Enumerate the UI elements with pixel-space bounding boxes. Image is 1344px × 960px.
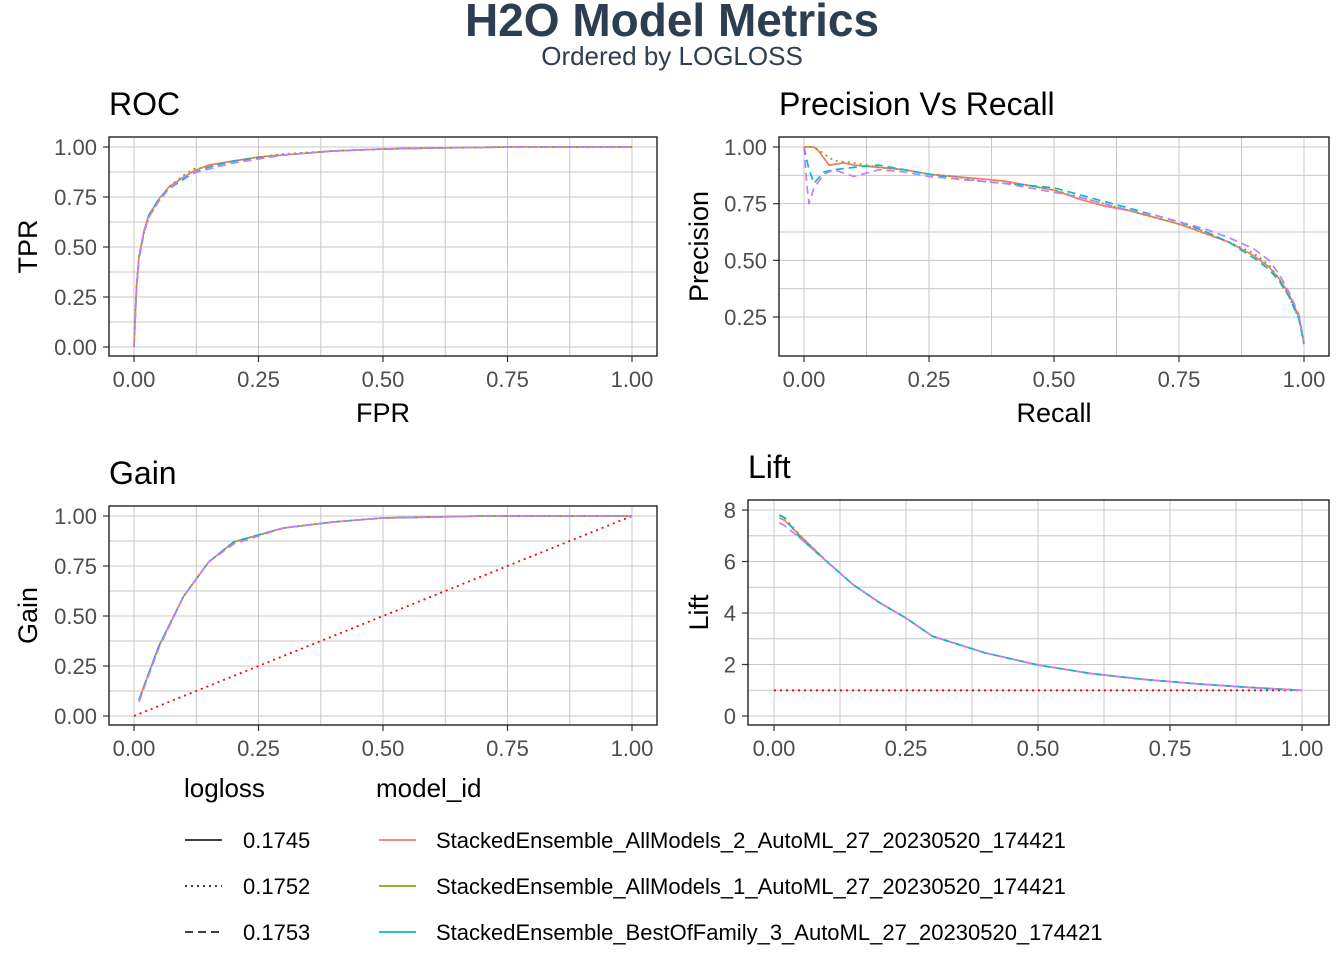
series-group-gain xyxy=(133,515,633,717)
y-tick-label: 0.00 xyxy=(54,335,97,360)
y-tick-label: 0.75 xyxy=(724,192,767,217)
y-tick-label: 2 xyxy=(724,653,736,678)
panel-frame xyxy=(108,136,658,357)
series-group-roc xyxy=(133,146,632,348)
y-tick-label: 1.00 xyxy=(724,135,767,160)
y-axis-label-roc: TPR xyxy=(13,220,43,274)
x-tick-label: 0.25 xyxy=(885,736,928,761)
grid-pr xyxy=(779,137,1329,356)
y-tick-label: 0 xyxy=(724,704,736,729)
series-group-lift xyxy=(774,514,1303,692)
series-line-pr-2 xyxy=(803,146,1305,345)
series-line-roc-3 xyxy=(133,146,632,348)
panel-title-pr: Precision Vs Recall xyxy=(779,86,1055,122)
x-tick-label: 0.00 xyxy=(113,367,156,392)
series-line-gain-2 xyxy=(138,515,632,701)
panel-gain: Gain 0.00 0.25 0.50 0.75 1.00 0.00 0.25 0.50 0.75… xyxy=(13,455,658,761)
chart-panels: ROC 0.00 0.25 0.50 0.75 1.00 0.00 0.25 0.50 0.75 1… xyxy=(13,86,1330,761)
series-line-gain-1 xyxy=(138,515,632,701)
series-line-lift-1 xyxy=(778,514,1303,692)
x-axis-label-pr: Recall xyxy=(1016,398,1091,428)
x-tick-label: 0.00 xyxy=(783,367,826,392)
legend-label-model: StackedEnsemble_AllModels_2_AutoML_27_20… xyxy=(436,828,1066,853)
legend-title-model-id: model_id xyxy=(376,773,482,803)
legend-title-logloss: logloss xyxy=(184,773,265,803)
x-tick-label: 1.00 xyxy=(1283,367,1326,392)
y-tick-label: 0.75 xyxy=(54,554,97,579)
panel-frame xyxy=(108,505,658,726)
y-axis-label-pr: Precision xyxy=(684,191,714,302)
x-tick-label: 0.25 xyxy=(237,736,280,761)
y-axis-label-gain: Gain xyxy=(13,587,43,644)
y-tick-label: 1.00 xyxy=(54,504,97,529)
legend-label-logloss: 0.1745 xyxy=(243,828,310,853)
series-line-pr-3 xyxy=(803,146,1305,343)
legend-label-logloss: 0.1753 xyxy=(243,920,310,945)
x-tick-label: 0.00 xyxy=(753,736,796,761)
y-tick-label: 6 xyxy=(724,550,736,575)
grid-gain xyxy=(109,506,657,725)
y-tick-label: 1.00 xyxy=(54,135,97,160)
grid-lift xyxy=(748,500,1329,725)
x-tick-label: 1.00 xyxy=(1281,736,1324,761)
legend-label-model: StackedEnsemble_AllModels_1_AutoML_27_20… xyxy=(436,874,1066,899)
y-tick-label: 0.50 xyxy=(54,604,97,629)
x-tick-label: 1.00 xyxy=(611,367,654,392)
y-tick-label: 0.25 xyxy=(54,654,97,679)
x-tick-label: 0.50 xyxy=(362,736,405,761)
legend-label-model: StackedEnsemble_BestOfFamily_3_AutoML_27… xyxy=(436,920,1103,945)
panel-lift: Lift 0.00 0.25 0.50 0.75 1.00 0 2 4 6 8 Lift xyxy=(684,449,1330,761)
y-tick-label: 4 xyxy=(724,601,736,626)
legend-items: 0.1745 0.1752 0.1753 StackedEnsemble_AllMod… xyxy=(185,828,1103,945)
page-title: H2O Model Metrics xyxy=(465,0,879,46)
y-tick-label: 0.50 xyxy=(724,248,767,273)
x-tick-label: 0.50 xyxy=(1017,736,1060,761)
x-tick-label: 0.25 xyxy=(908,367,951,392)
y-tick-label: 0.25 xyxy=(54,285,97,310)
panel-frame xyxy=(778,136,1330,357)
series-line-lift-3 xyxy=(778,522,1303,692)
x-tick-label: 0.50 xyxy=(362,367,405,392)
x-tick-label: 0.50 xyxy=(1033,367,1076,392)
series-line-gain-3 xyxy=(138,515,632,703)
x-tick-label: 1.00 xyxy=(611,736,654,761)
x-tick-label: 0.25 xyxy=(237,367,280,392)
page-subtitle: Ordered by LOGLOSS xyxy=(541,41,803,71)
x-tick-label: 0.75 xyxy=(486,367,529,392)
x-tick-label: 0.75 xyxy=(486,736,529,761)
x-tick-label: 0.75 xyxy=(1158,367,1201,392)
x-axis-label-roc: FPR xyxy=(356,398,410,428)
panel-title-gain: Gain xyxy=(109,455,177,491)
panel-title-lift: Lift xyxy=(748,449,791,485)
series-group-pr xyxy=(803,146,1305,345)
panel-frame xyxy=(747,499,1330,726)
legend-label-logloss: 0.1752 xyxy=(243,874,310,899)
grid-roc xyxy=(109,137,657,356)
y-tick-label: 0.25 xyxy=(724,305,767,330)
panel-title-roc: ROC xyxy=(109,86,180,122)
y-tick-label: 0.50 xyxy=(54,235,97,260)
x-tick-label: 0.75 xyxy=(1149,736,1192,761)
y-axis-label-lift: Lift xyxy=(684,594,714,631)
y-tick-label: 0.75 xyxy=(54,185,97,210)
y-tick-label: 8 xyxy=(724,498,736,523)
legend-background xyxy=(170,772,550,806)
y-tick-label: 0.00 xyxy=(54,704,97,729)
series-line-gain-0 xyxy=(138,515,632,701)
series-line-pr-0 xyxy=(804,146,1305,345)
panel-pr: Precision Vs Recall 0.00 0.25 0.50 0.75 1.00 0… xyxy=(684,86,1330,428)
panel-roc: ROC 0.00 0.25 0.50 0.75 1.00 0.00 0.25 0.50 0.75 1… xyxy=(13,86,658,428)
x-tick-label: 0.00 xyxy=(113,736,156,761)
legend: logloss model_id 0.1745 0.1752 0.1753 Stack… xyxy=(170,772,1103,945)
